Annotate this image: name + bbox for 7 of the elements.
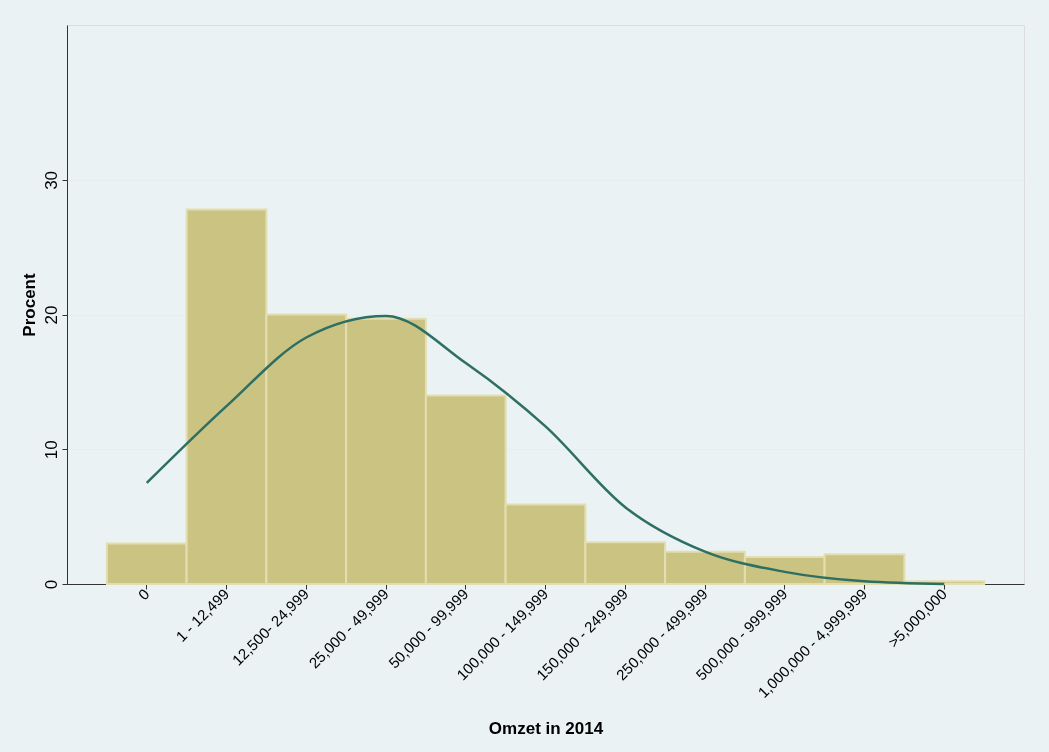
y-tick-label: 20 [41,305,61,325]
y-axis-title: Procent [19,273,39,337]
y-tick-label: 10 [41,440,61,460]
y-tick-label: 30 [41,170,61,190]
line-series [145,314,946,586]
x-axis-title: Omzet in 2014 [488,718,604,738]
x-tick-label: 0 [134,585,153,604]
